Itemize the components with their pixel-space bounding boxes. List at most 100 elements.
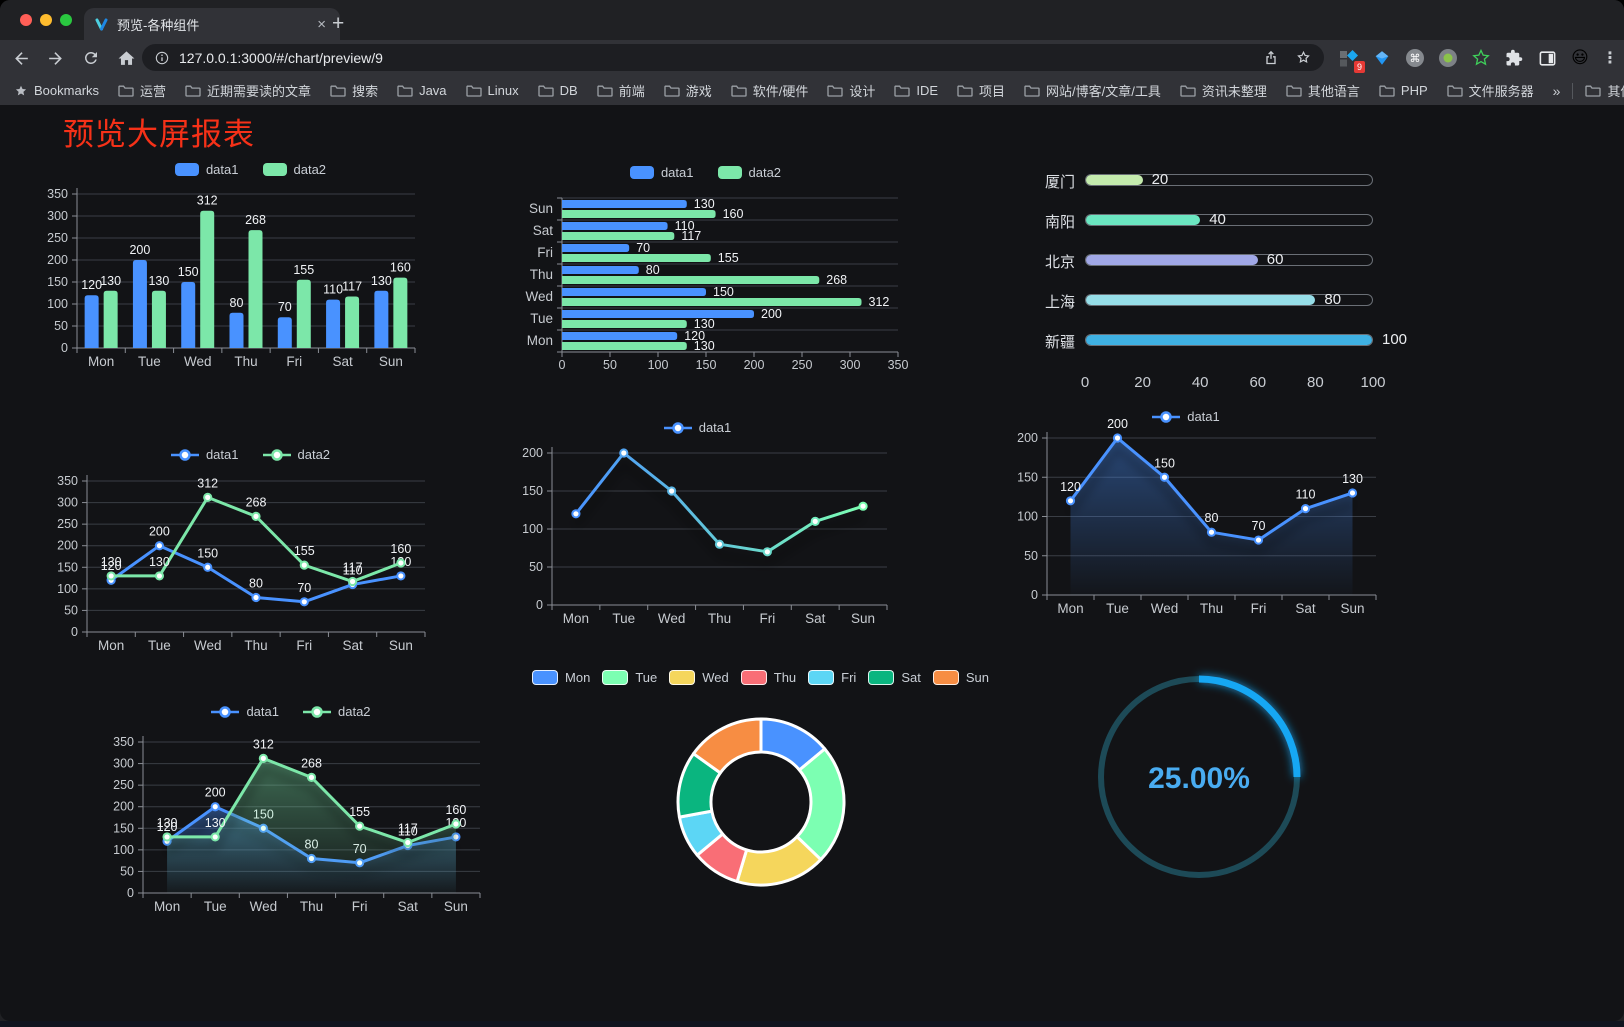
chart-legend[interactable]: data1 data2 — [95, 704, 487, 719]
svg-text:312: 312 — [197, 476, 218, 490]
legend-item[interactable]: Sat — [868, 670, 921, 685]
svg-text:25.00%: 25.00% — [1148, 762, 1250, 795]
menu-icon[interactable]: ⋮ — [1602, 50, 1618, 67]
legend-item[interactable]: data1 — [629, 165, 694, 180]
other-bookmarks[interactable]: 其他书签 — [1585, 81, 1624, 100]
area-line-chart[interactable]: data1 0 50 100 150 200 Mon Tue Wed Thu Fri Sat Sun 12… — [990, 393, 1382, 616]
maximize-window-button[interactable] — [60, 14, 72, 26]
other-bookmarks-label: 其他书签 — [1607, 84, 1624, 99]
chart-legend[interactable]: data1 data2 — [503, 165, 908, 180]
bookmark-folder[interactable]: IDE — [894, 83, 938, 98]
bookmark-folder[interactable]: 资讯未整理 — [1180, 81, 1267, 100]
bookmark-folder[interactable]: 文件服务器 — [1447, 81, 1534, 100]
legend-item[interactable]: data2 — [717, 165, 781, 180]
svg-text:150: 150 — [113, 821, 134, 835]
svg-text:Sat: Sat — [805, 611, 826, 626]
legend-item[interactable]: data1 — [211, 704, 279, 719]
chart-legend[interactable]: data1 — [500, 420, 895, 435]
bookmark-folder[interactable]: 其他语言 — [1286, 81, 1360, 100]
bookmark-folder[interactable]: 设计 — [827, 81, 875, 100]
browser-tab[interactable]: 预览-各种组件 × — [84, 8, 340, 40]
bookmark-folder[interactable]: PHP — [1379, 83, 1428, 98]
legend-item[interactable]: data2 — [262, 447, 330, 462]
bookmark-folder[interactable]: 搜索 — [330, 81, 378, 100]
bookmark-folder[interactable]: Linux — [465, 83, 519, 98]
chart-legend[interactable]: data1 — [990, 409, 1382, 424]
extensions-puzzle-icon[interactable] — [1503, 47, 1525, 69]
legend-item[interactable]: Tue — [602, 670, 657, 685]
line-chart[interactable]: data1 data2 0 50 100 150 200 250 300 350 Mon Tue Wed… — [38, 425, 463, 653]
legend-item[interactable]: Fri — [808, 670, 856, 685]
donut-chart[interactable]: Mon Tue Wed Thu Fri Sat Sun — [532, 658, 989, 903]
progress-bar-chart[interactable]: 厦门 20 南阳 40 北京 60 上海 80 新疆 100 0 20 40 60 80 100 — [1000, 150, 1407, 395]
svg-text:0: 0 — [61, 341, 68, 355]
extension-icon-command[interactable]: ⌘ — [1404, 47, 1426, 69]
bookmark-folder[interactable]: 软件/硬件 — [731, 81, 808, 100]
toolbar: 127.0.0.1:3000/#/chart/preview/9 — [0, 40, 1624, 76]
svg-text:Wed: Wed — [658, 611, 686, 626]
svg-text:130: 130 — [694, 197, 715, 211]
svg-text:117: 117 — [342, 280, 362, 294]
bookmark-folder[interactable]: 前端 — [597, 81, 645, 100]
double-area-line-chart[interactable]: data1 data2 0 50 100 150 200 250 300 350 Mon Tue Wed… — [95, 678, 487, 914]
extension-icon-green-star[interactable] — [1470, 47, 1492, 69]
back-icon[interactable] — [8, 45, 34, 71]
reload-icon[interactable] — [78, 45, 104, 71]
bookmark-folder[interactable]: 游戏 — [664, 81, 712, 100]
forward-icon[interactable] — [43, 45, 69, 71]
page-content: 预览大屏报表 data1 data2 0 50 100 150 200 250 300 350 Mo… — [0, 105, 1624, 1021]
legend-item[interactable]: data1 — [663, 420, 731, 435]
extension-icon-green-dot[interactable] — [1437, 47, 1459, 69]
extension-icon-gem[interactable] — [1371, 47, 1393, 69]
legend-item[interactable]: data1 — [1152, 409, 1220, 424]
home-icon[interactable] — [113, 45, 139, 71]
gradient-line-chart[interactable]: data1 0 50 100 150 200 Mon Tue Wed Thu Fri Sat Sun — [500, 398, 895, 626]
tab-close-icon[interactable]: × — [317, 15, 326, 33]
profile-avatar[interactable]: 😃 — [1571, 48, 1589, 67]
progress-label: 新疆 — [1044, 334, 1075, 351]
progress-label: 南阳 — [1044, 214, 1075, 231]
new-tab-button[interactable]: + — [332, 12, 345, 35]
bookmarks-overflow-icon[interactable]: » — [1552, 82, 1561, 99]
chart-legend[interactable]: data1 data2 — [38, 162, 463, 177]
gauge-ring-chart[interactable]: 25.00% — [1095, 663, 1307, 889]
address-bar[interactable]: 127.0.0.1:3000/#/chart/preview/9 — [142, 44, 1324, 71]
svg-text:Mon: Mon — [154, 899, 180, 914]
bookmark-folder[interactable]: 项目 — [957, 81, 1005, 100]
chart-legend[interactable]: Mon Tue Wed Thu Fri Sat Sun — [532, 670, 989, 685]
svg-text:250: 250 — [113, 778, 134, 792]
side-panel-icon[interactable] — [1536, 47, 1558, 69]
bookmark-folder[interactable]: Java — [397, 83, 447, 98]
legend-item[interactable]: data2 — [262, 162, 326, 177]
legend-item[interactable]: data2 — [303, 704, 371, 719]
close-window-button[interactable] — [20, 14, 32, 26]
legend-item[interactable]: Sun — [932, 670, 989, 685]
bottom-strip — [0, 1021, 1624, 1027]
bookmark-folder[interactable]: 网站/博客/文章/工具 — [1024, 81, 1161, 100]
legend-item[interactable]: Mon — [532, 670, 590, 685]
horizontal-bar-chart[interactable]: data1 data2 0 50 100 150 200 250 300 350 Sun Sat Fri… — [503, 152, 908, 372]
bar-chart[interactable]: data1 data2 0 50 100 150 200 250 300 350 Mon Tue Wed… — [38, 150, 463, 369]
svg-text:300: 300 — [47, 209, 68, 223]
bookmark-folder[interactable]: DB — [537, 83, 578, 98]
minimize-window-button[interactable] — [40, 14, 52, 26]
svg-text:110: 110 — [1296, 488, 1316, 502]
svg-text:268: 268 — [826, 273, 847, 287]
bookmarks-manager[interactable]: Bookmarks — [14, 83, 99, 98]
site-info-icon[interactable] — [154, 50, 170, 66]
svg-text:Mon: Mon — [98, 638, 124, 653]
svg-text:Mon: Mon — [527, 333, 553, 348]
bookmark-star-icon[interactable] — [1295, 49, 1312, 66]
extension-icon-blocks[interactable]: 9 — [1338, 47, 1365, 73]
svg-text:Sat: Sat — [332, 354, 353, 369]
legend-item[interactable]: data1 — [174, 162, 239, 177]
bookmark-folder[interactable]: 运营 — [118, 81, 166, 100]
legend-item[interactable]: Wed — [669, 670, 729, 685]
svg-text:160: 160 — [445, 803, 466, 817]
legend-item[interactable]: data1 — [170, 447, 239, 462]
legend-item[interactable]: Thu — [740, 670, 796, 685]
share-icon[interactable] — [1263, 49, 1279, 66]
bookmark-folder[interactable]: 近期需要读的文章 — [185, 81, 311, 100]
url-text[interactable]: 127.0.0.1:3000/#/chart/preview/9 — [179, 49, 383, 66]
chart-legend[interactable]: data1 data2 — [38, 447, 463, 462]
